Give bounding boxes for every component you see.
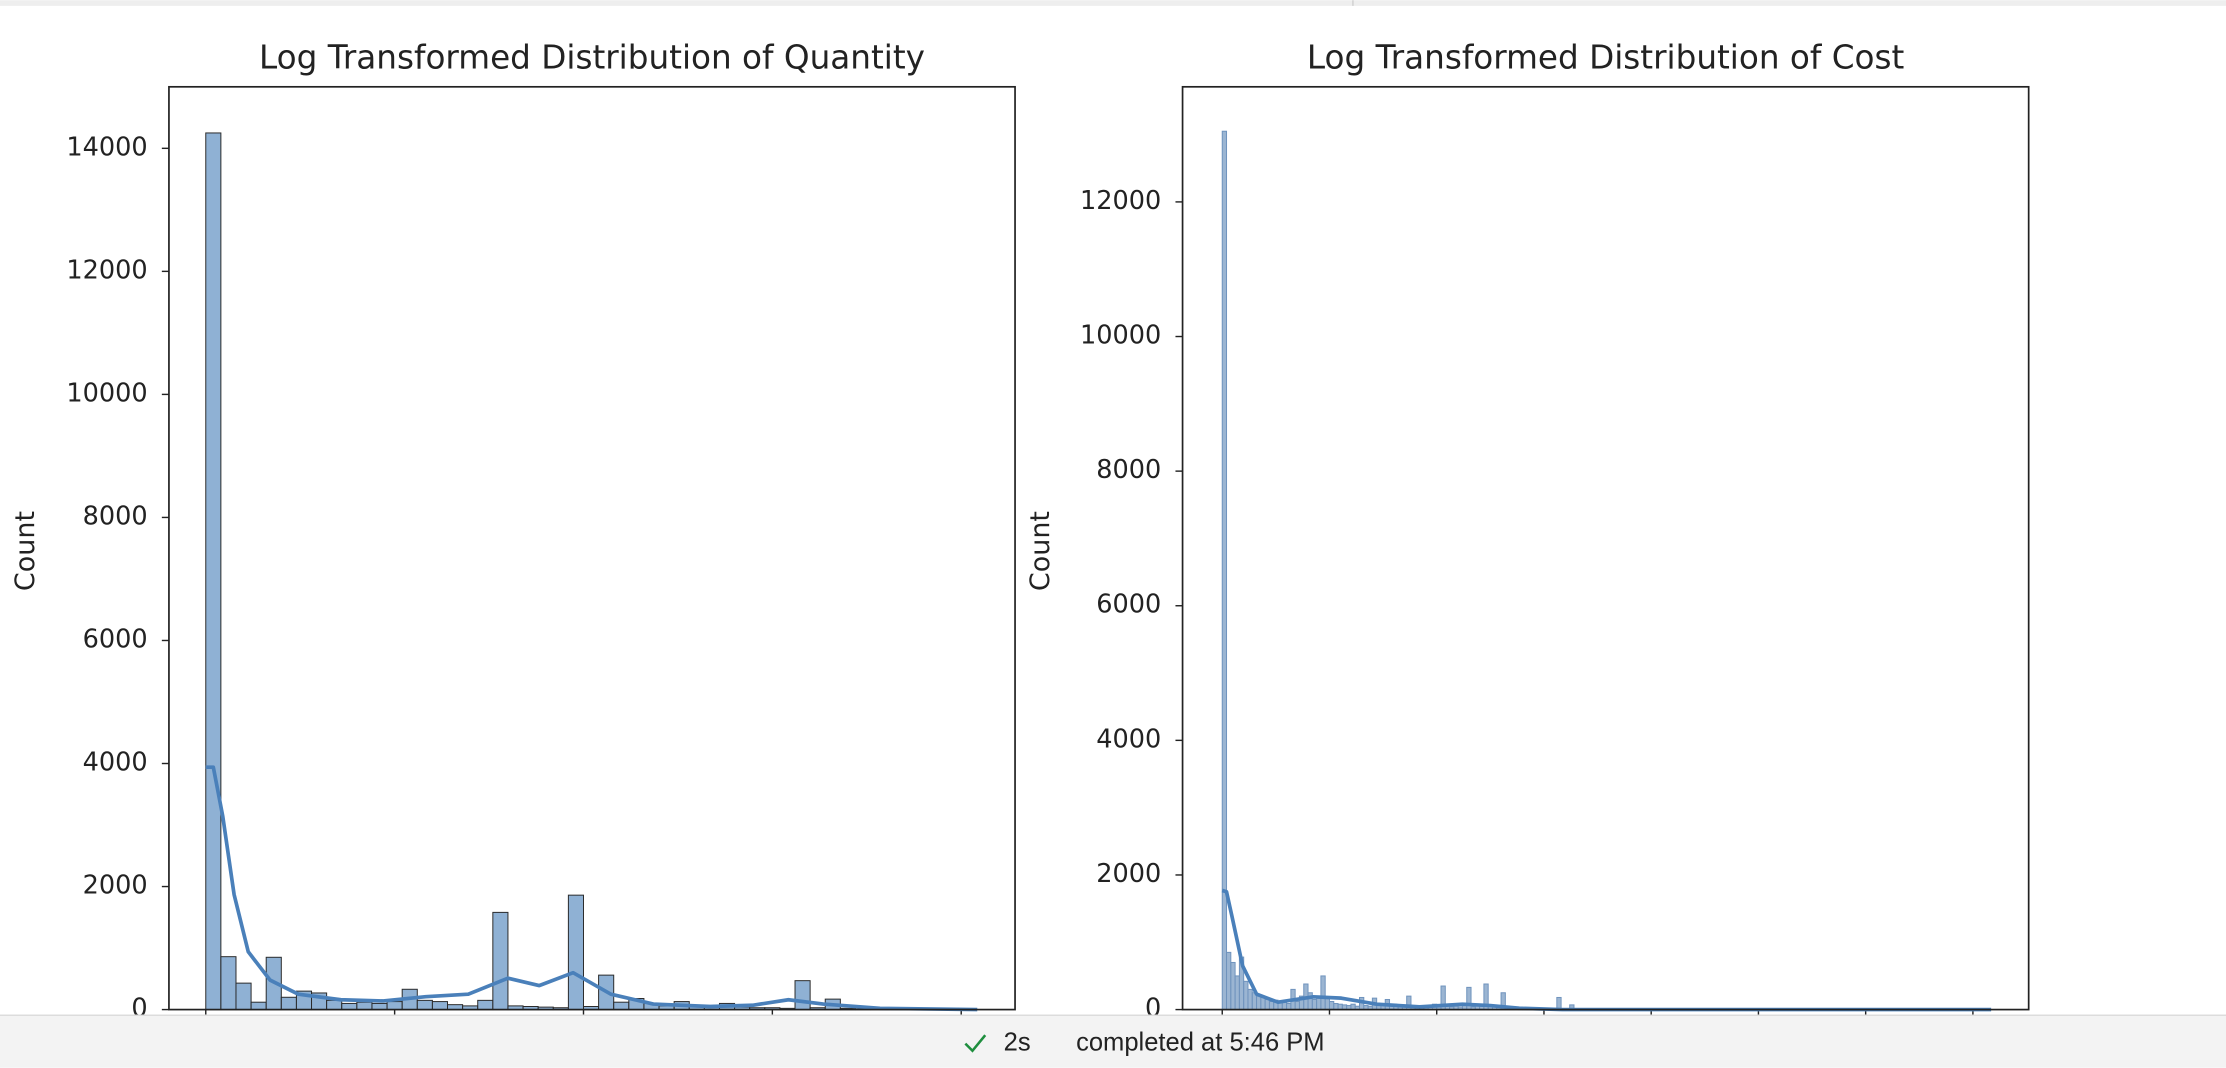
bar [1311,998,1318,1011]
y-tick-label: 8000 [83,501,148,531]
y-tick-label: 14000 [66,132,147,162]
bar [1226,951,1232,1011]
bar [1281,1001,1288,1011]
bar [1221,130,1228,1011]
y-tick-label: 10000 [66,378,147,408]
status-message: completed at 5:46 PM [1076,1028,1325,1056]
chart-title: Log Transformed Distribution of Cost [1307,38,1905,76]
bar [1230,961,1236,1011]
y-axis-label: Count [1025,511,1056,591]
bar [250,1001,267,1011]
bar [492,911,509,1011]
status-duration: 2s [1004,1028,1031,1056]
kde-line [1221,888,1992,1012]
bar [1243,980,1249,1011]
y-tick-label: 12000 [66,255,147,285]
kde-line [205,765,978,1012]
bar [477,999,494,1011]
bar [1320,975,1326,1011]
bar [220,956,237,1011]
bar [341,1002,358,1011]
bar [416,999,433,1011]
bar [794,980,811,1011]
y-tick-label: 2000 [83,871,148,901]
bar [1294,1001,1300,1011]
status-bar [0,1015,2226,1068]
bar [1268,1001,1275,1011]
chart: Log Transformed Distribution of Quantity… [10,38,1016,1024]
bar [326,999,343,1011]
bar [613,1001,630,1011]
bar [1260,996,1266,1011]
y-tick-label: 10000 [1080,321,1161,351]
bar [371,1002,388,1011]
check-icon [964,1034,987,1053]
chart-title: Log Transformed Distribution of Quantity [259,38,925,76]
bar [1286,1003,1292,1011]
y-tick-label: 12000 [1080,186,1161,216]
bar [1256,995,1262,1011]
bar [567,894,584,1011]
axes-frame [1181,85,2030,1011]
y-tick-label: 2000 [1096,859,1161,889]
charts: Log Transformed Distribution of Quantity… [10,38,2030,1024]
y-tick-label: 6000 [83,624,148,654]
y-axis-label: Count [10,511,41,591]
axes-frame [168,85,1016,1011]
y-tick-label: 8000 [1096,455,1161,485]
chart: Log Transformed Distribution of Cost Coun… [1025,38,2030,1024]
bar [205,132,222,1011]
bar [431,1001,449,1011]
bar [386,1001,403,1011]
top-strip [0,0,2226,6]
bar [1328,1001,1335,1011]
bar [356,1001,373,1011]
y-tick-label: 6000 [1096,590,1161,620]
y-tick-label: 4000 [83,748,148,778]
bar [1264,998,1270,1011]
bar [1247,988,1253,1011]
y-tick-label: 4000 [1096,724,1161,754]
bar [280,996,297,1011]
bar [235,982,252,1011]
bar [1333,1003,1339,1011]
bar [1234,975,1240,1011]
